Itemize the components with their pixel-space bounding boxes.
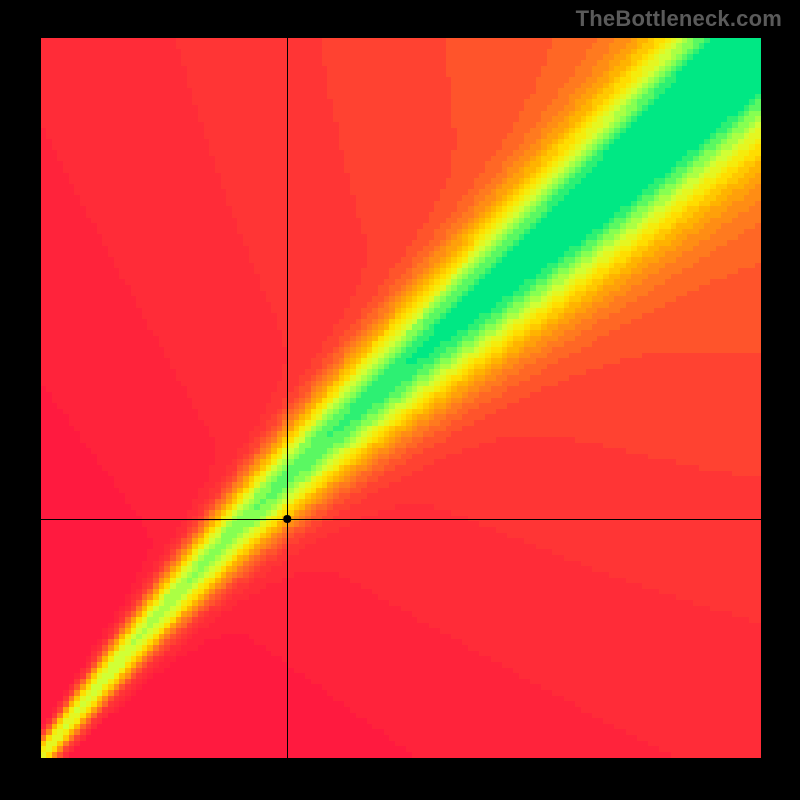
bottleneck-heatmap [41, 38, 761, 758]
watermark-text: TheBottleneck.com [576, 6, 782, 32]
figure-container: TheBottleneck.com [0, 0, 800, 800]
